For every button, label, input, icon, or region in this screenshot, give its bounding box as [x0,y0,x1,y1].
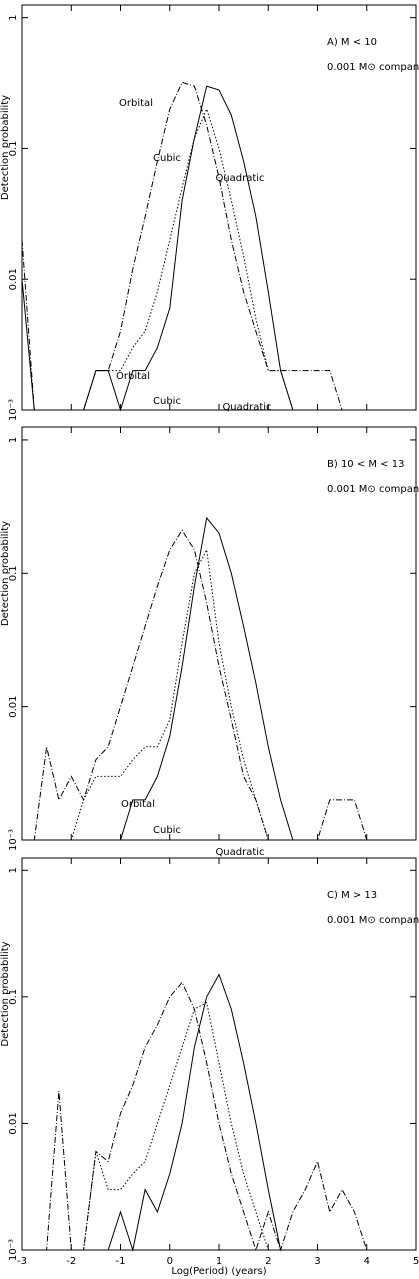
y-tick-label: 0.01 [8,696,19,718]
series-line [22,973,367,1252]
series-line [22,548,367,841]
series-line [21,85,367,412]
series-label: Orbital [119,98,153,109]
x-tick-label: 2 [265,1256,271,1267]
y-tick-label: 0.1 [8,989,19,1005]
series-line [22,981,368,1252]
y-tick-label: 10⁻³ [8,399,19,421]
series-line [22,516,367,841]
panel-label: C) M > 13 [327,890,377,901]
x-tick-label: 0 [167,1256,173,1267]
series-label: Orbital [121,799,155,810]
panel-label: A) M < 10 [327,37,377,48]
y-tick-label: 0.1 [8,565,19,581]
series-label: Quadratic [215,847,264,858]
y-axis-title: Detection probability [0,941,11,1046]
x-tick-label: 3 [314,1256,320,1267]
y-tick-label: 10⁻³ [8,829,19,851]
x-tick-label: -1 [116,1256,126,1267]
y-tick-label: 1 [8,437,19,443]
y-tick-label: 1 [8,14,19,20]
panel-subtitle: 0.001 M⊙ companion [327,62,419,73]
x-tick-label: -3 [17,1256,27,1267]
series-line [21,81,367,411]
x-tick-label: -2 [66,1256,76,1267]
series-label: Cubic [153,396,181,407]
series-label: Quadratic [215,173,264,184]
series-line [22,529,368,841]
x-tick-label: 5 [413,1256,419,1267]
y-tick-label: 1 [8,867,19,873]
series-label: Cubic [153,825,181,836]
panel-label: B) 10 < M < 13 [327,459,405,470]
x-tick-label: 1 [216,1256,222,1267]
y-tick-label: 0.01 [8,268,19,290]
y-axis-title: Detection probability [0,95,11,200]
y-axis-title: Detection probability [0,521,11,626]
y-tick-label: 10⁻³ [8,1239,19,1261]
series-label: Quadratic [222,402,271,413]
x-tick-label: 4 [364,1256,370,1267]
panel-subtitle: 0.001 M⊙ companion [327,484,419,495]
series-label: Orbital [116,371,150,382]
y-tick-label: 0.01 [8,1112,19,1134]
y-tick-label: 0.1 [8,140,19,156]
panel-subtitle: 0.001 M⊙ companion [327,915,419,926]
series-label: Cubic [153,153,181,164]
series-line [22,1001,367,1251]
x-axis-title: Log(Period) (years) [171,1266,266,1277]
series-line [22,107,367,411]
